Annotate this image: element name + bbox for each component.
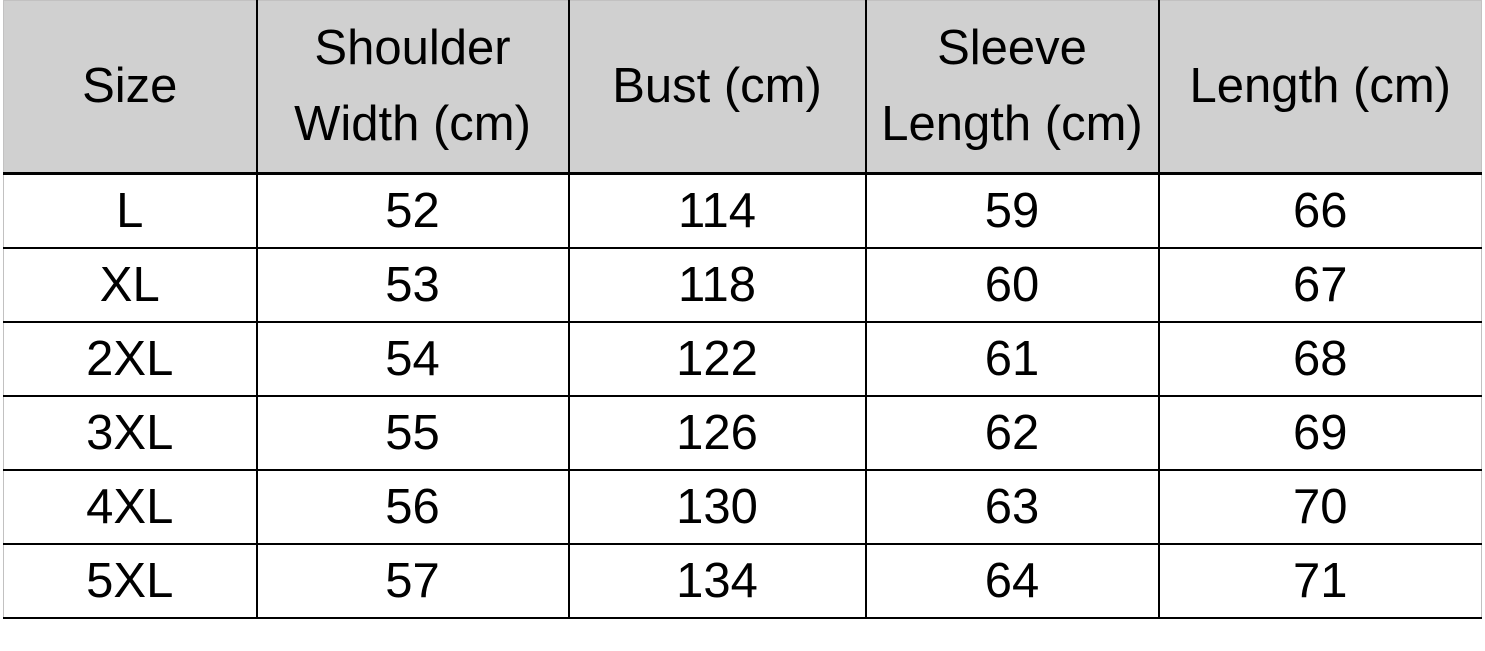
cell-size: 4XL bbox=[3, 469, 258, 545]
header-cell-bust: Bust (cm) bbox=[567, 0, 867, 175]
cell-sleeve-length: 63 bbox=[864, 469, 1160, 545]
header-cell-sleeve-length: Sleeve Length (cm) bbox=[864, 0, 1160, 175]
header-cell-size: Size bbox=[3, 0, 258, 175]
cell-bust: 126 bbox=[567, 395, 867, 471]
cell-size: L bbox=[3, 172, 258, 249]
cell-shoulder-width: 52 bbox=[255, 172, 570, 249]
table-row: XL 53 118 60 67 bbox=[3, 247, 1482, 323]
table-row: L 52 114 59 66 bbox=[3, 172, 1482, 249]
cell-size: 3XL bbox=[3, 395, 258, 471]
cell-shoulder-width: 53 bbox=[255, 247, 570, 323]
cell-bust: 122 bbox=[567, 321, 867, 397]
table-row: 3XL 55 126 62 69 bbox=[3, 395, 1482, 471]
cell-sleeve-length: 60 bbox=[864, 247, 1160, 323]
cell-length: 71 bbox=[1157, 543, 1482, 619]
cell-sleeve-length: 64 bbox=[864, 543, 1160, 619]
table-row: 2XL 54 122 61 68 bbox=[3, 321, 1482, 397]
cell-shoulder-width: 55 bbox=[255, 395, 570, 471]
cell-sleeve-length: 59 bbox=[864, 172, 1160, 249]
cell-size: XL bbox=[3, 247, 258, 323]
cell-shoulder-width: 57 bbox=[255, 543, 570, 619]
cell-sleeve-length: 61 bbox=[864, 321, 1160, 397]
cell-bust: 130 bbox=[567, 469, 867, 545]
cell-length: 68 bbox=[1157, 321, 1482, 397]
cell-bust: 114 bbox=[567, 172, 867, 249]
cell-length: 67 bbox=[1157, 247, 1482, 323]
header-cell-length: Length (cm) bbox=[1157, 0, 1482, 175]
table-row: 4XL 56 130 63 70 bbox=[3, 469, 1482, 545]
cell-length: 66 bbox=[1157, 172, 1482, 249]
cell-sleeve-length: 62 bbox=[864, 395, 1160, 471]
cell-shoulder-width: 54 bbox=[255, 321, 570, 397]
header-row: Size Shoulder Width (cm) Bust (cm) Sleev… bbox=[3, 0, 1482, 175]
cell-bust: 134 bbox=[567, 543, 867, 619]
cell-shoulder-width: 56 bbox=[255, 469, 570, 545]
cell-size: 5XL bbox=[3, 543, 258, 619]
cell-length: 70 bbox=[1157, 469, 1482, 545]
cell-size: 2XL bbox=[3, 321, 258, 397]
header-cell-shoulder-width: Shoulder Width (cm) bbox=[255, 0, 570, 175]
table-row: 5XL 57 134 64 71 bbox=[3, 543, 1482, 619]
cell-length: 69 bbox=[1157, 395, 1482, 471]
size-chart-table: Size Shoulder Width (cm) Bust (cm) Sleev… bbox=[3, 0, 1482, 619]
cell-bust: 118 bbox=[567, 247, 867, 323]
